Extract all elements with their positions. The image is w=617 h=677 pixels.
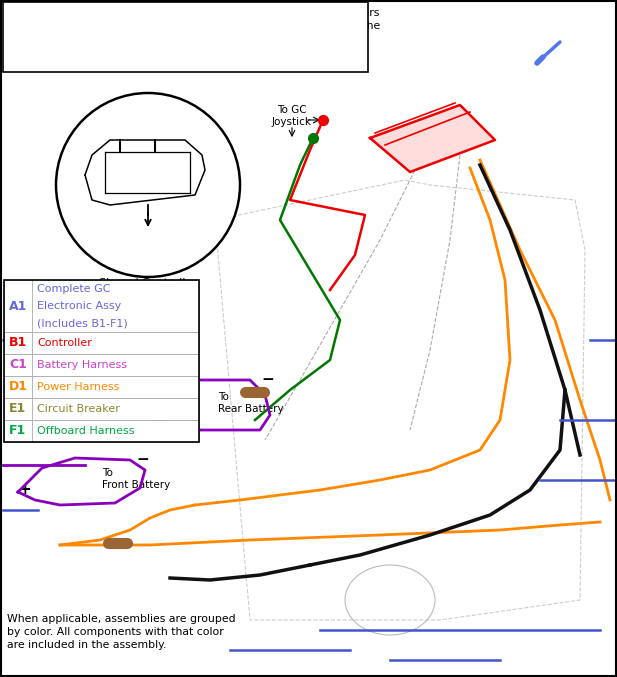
Bar xyxy=(4,280,32,332)
Text: To
Rear Battery: To Rear Battery xyxy=(218,392,284,414)
Text: −: − xyxy=(262,372,275,387)
Bar xyxy=(4,398,32,420)
Text: Offboard Harness: Offboard Harness xyxy=(37,426,135,436)
Text: Circuit Breaker: Circuit Breaker xyxy=(37,404,120,414)
Text: Shroud Controller
Cover: Shroud Controller Cover xyxy=(99,278,197,300)
Bar xyxy=(3,2,368,72)
Text: When applicable, assemblies are grouped
by color. All components with that color: When applicable, assemblies are grouped … xyxy=(7,614,236,651)
Text: To
Front Battery: To Front Battery xyxy=(102,468,170,489)
Text: (Includes B1-F1): (Includes B1-F1) xyxy=(37,318,128,328)
Bar xyxy=(4,420,32,442)
Text: +: + xyxy=(19,483,31,498)
Text: Applicable to all units equipped with GC Electronics, Serial Numbers
prior to J9: Applicable to all units equipped with GC… xyxy=(7,8,380,45)
Text: E1: E1 xyxy=(9,403,27,416)
Bar xyxy=(4,376,32,398)
Bar xyxy=(4,332,199,354)
Bar xyxy=(4,332,32,354)
Text: To GC
Joystick: To GC Joystick xyxy=(272,105,312,127)
Text: Controller: Controller xyxy=(37,338,92,348)
Text: D1: D1 xyxy=(9,380,28,393)
Bar xyxy=(4,280,199,442)
Text: C1: C1 xyxy=(9,359,27,372)
Text: B1: B1 xyxy=(9,336,27,349)
Bar xyxy=(4,376,199,398)
Bar xyxy=(4,354,199,376)
Text: Complete GC: Complete GC xyxy=(37,284,110,294)
Text: −: − xyxy=(136,452,149,468)
Text: Electronic Assy: Electronic Assy xyxy=(37,301,122,311)
Text: Battery Harness: Battery Harness xyxy=(37,360,127,370)
Polygon shape xyxy=(370,105,495,172)
Text: F1: F1 xyxy=(9,424,27,437)
Text: +: + xyxy=(154,422,167,437)
Text: A1: A1 xyxy=(9,299,27,313)
Bar xyxy=(4,280,199,332)
Bar xyxy=(4,354,32,376)
Circle shape xyxy=(56,93,240,277)
Bar xyxy=(4,420,199,442)
Bar xyxy=(4,398,199,420)
Text: Power Harness: Power Harness xyxy=(37,382,119,392)
